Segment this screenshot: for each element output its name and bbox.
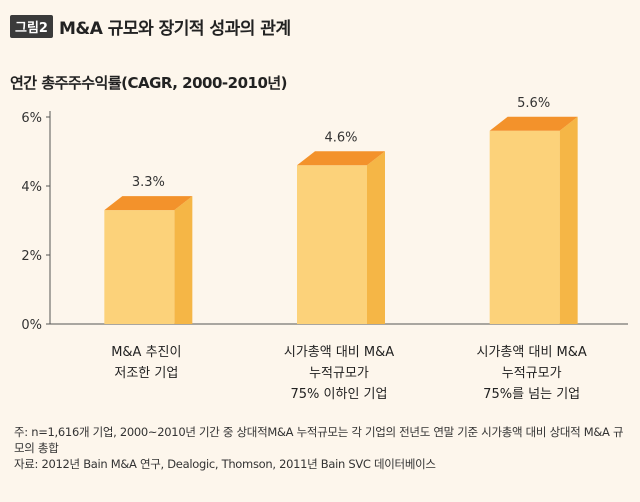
y-tick-label: 0%: [21, 318, 42, 333]
bar-top: [297, 151, 385, 166]
chart-subtitle: 연간 총주주수익률(CAGR, 2000-2010년): [10, 74, 288, 92]
y-tick-label: 6%: [21, 111, 42, 126]
x-tick-label-line: 누적규모가: [502, 366, 562, 381]
y-tick-label: 4%: [21, 180, 42, 195]
data-label: 4.6%: [324, 130, 357, 145]
data-label: 3.3%: [132, 175, 165, 190]
x-tick-label-line: 저조한 기업: [114, 366, 178, 381]
bar-top: [104, 196, 193, 211]
x-tick-label-line: 75% 이하인 기업: [291, 387, 388, 402]
chart-source: 자료: 2012년 Bain M&A 연구, Dealogic, Thomson…: [14, 457, 436, 471]
y-tick-label: 2%: [21, 249, 42, 264]
figure-header: 그림2 M&A 규모와 장기적 성과의 관계: [10, 14, 291, 39]
figure-title: M&A 규모와 장기적 성과의 관계: [58, 19, 291, 39]
bar-top: [489, 116, 578, 131]
bar-side: [559, 116, 578, 324]
x-tick-label-line: M&A 추진이: [111, 345, 181, 360]
x-tick-label-line: 누적규모가: [309, 366, 369, 381]
chart-notes: 주: n=1,616개 기업, 2000~2010년 기간 중 상대적M&A 누…: [14, 424, 626, 472]
bar: [489, 130, 560, 324]
x-tick-label-line: 시가총액 대비 M&A: [477, 345, 587, 360]
x-tick-label-line: 75%를 넘는 기업: [483, 387, 580, 402]
figure-badge: 그림2: [10, 15, 53, 38]
x-tick-label-line: 시가총액 대비 M&A: [284, 345, 394, 360]
data-label: 5.6%: [517, 96, 550, 111]
bar-side: [367, 151, 385, 324]
bar: [297, 165, 367, 324]
bar: [104, 210, 175, 324]
bar-side: [174, 196, 193, 324]
chart-footnote: 주: n=1,616개 기업, 2000~2010년 기간 중 상대적M&A 누…: [14, 425, 624, 455]
x-tick-label: 시가총액 대비 M&A 누적규모가 75% 이하인 기업: [284, 345, 394, 402]
x-tick-label: 시가총액 대비 M&A 누적규모가 75%를 넘는 기업: [477, 345, 587, 402]
